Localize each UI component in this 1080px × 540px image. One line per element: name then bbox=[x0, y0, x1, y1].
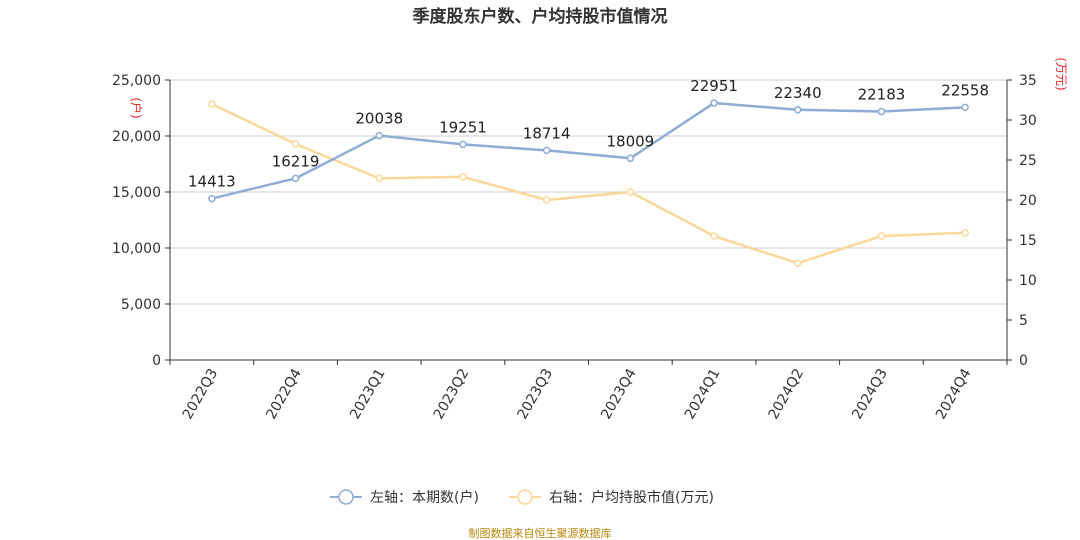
data-label: 18009 bbox=[606, 132, 654, 150]
data-label: 19251 bbox=[439, 118, 487, 136]
left-tick-label: 20,000 bbox=[112, 129, 161, 145]
x-tick-label: 2023Q4 bbox=[598, 366, 640, 422]
x-tick-label: 2024Q4 bbox=[933, 366, 975, 422]
right-series-point[interactable] bbox=[208, 100, 216, 108]
right-tick-label: 25 bbox=[1019, 153, 1037, 169]
left-tick-label: 25,000 bbox=[112, 73, 161, 89]
left-series-point[interactable] bbox=[208, 194, 216, 203]
right-tick-label: 10 bbox=[1019, 273, 1037, 289]
right-tick-label: 5 bbox=[1019, 313, 1028, 329]
x-tick-label: 2023Q3 bbox=[514, 366, 556, 422]
right-series-point[interactable] bbox=[961, 229, 969, 237]
left-series-point[interactable] bbox=[375, 131, 383, 140]
x-tick-label: 2024Q2 bbox=[766, 366, 808, 422]
right-series-point[interactable] bbox=[542, 196, 551, 204]
data-label: 22951 bbox=[690, 77, 738, 95]
legend-left-series-label: 左轴：本期数(户) bbox=[370, 489, 479, 506]
left-axis-ticks: 0 5,000 10,000 15,000 20,000 25,000 bbox=[112, 73, 170, 369]
right-tick-label: 35 bbox=[1019, 73, 1037, 89]
x-tick-label: 2024Q1 bbox=[682, 366, 724, 422]
data-labels: 14413 16219 20038 19251 18714 18009 22951 22340… bbox=[188, 77, 989, 191]
grid-lines bbox=[170, 79, 1007, 305]
right-series-point[interactable] bbox=[877, 232, 886, 240]
left-tick-label: 0 bbox=[152, 353, 161, 369]
series-layer bbox=[208, 99, 969, 267]
left-series-point[interactable] bbox=[710, 99, 718, 107]
left-tick-label: 5,000 bbox=[121, 297, 161, 313]
left-tick-label: 10,000 bbox=[112, 241, 161, 257]
right-series-point[interactable] bbox=[375, 174, 383, 183]
left-series-line bbox=[211, 101, 966, 200]
x-tick-label: 2024Q3 bbox=[849, 366, 891, 422]
x-axis-ticks: 2022Q3 2022Q4 2023Q1 2023Q2 2023Q3 2023Q4 2024… bbox=[169, 360, 1008, 422]
data-label: 22558 bbox=[941, 81, 989, 99]
data-label: 14413 bbox=[188, 173, 236, 191]
right-tick-label: 0 bbox=[1019, 353, 1028, 369]
data-label: 20038 bbox=[355, 110, 403, 128]
x-tick-label: 2022Q3 bbox=[180, 366, 222, 422]
left-axis-unit: (户) bbox=[129, 97, 144, 118]
right-series-point[interactable] bbox=[291, 140, 300, 148]
right-series-point[interactable] bbox=[710, 232, 718, 240]
right-axis-unit: (万元) bbox=[1054, 57, 1068, 90]
legend-right-series-marker bbox=[517, 489, 533, 505]
right-series-point[interactable] bbox=[626, 188, 635, 196]
left-series-point[interactable] bbox=[794, 106, 802, 114]
right-series-point[interactable] bbox=[794, 259, 802, 267]
right-series-point[interactable] bbox=[459, 173, 467, 181]
x-tick-label: 2023Q2 bbox=[431, 366, 473, 422]
left-series-point[interactable] bbox=[291, 174, 300, 183]
x-tick-label: 2023Q1 bbox=[347, 366, 389, 422]
right-tick-label: 30 bbox=[1019, 113, 1037, 129]
right-tick-label: 20 bbox=[1019, 193, 1037, 209]
chart-title: 季度股东户数、户均持股市值情况 bbox=[413, 6, 668, 27]
left-series-point[interactable] bbox=[961, 103, 969, 112]
source-note: 制图数据来自恒生聚源数据库 bbox=[469, 526, 612, 540]
left-series-point[interactable] bbox=[459, 140, 467, 149]
left-series-point[interactable] bbox=[626, 154, 635, 163]
x-tick-label: 2022Q4 bbox=[263, 366, 305, 422]
legend[interactable]: 左轴：本期数(户) 右轴：户均持股市值(万元) bbox=[330, 489, 714, 506]
left-tick-label: 15,000 bbox=[112, 185, 161, 201]
legend-item-right-series[interactable]: 右轴：户均持股市值(万元) bbox=[509, 489, 714, 506]
right-series-line bbox=[211, 102, 966, 265]
left-series-point[interactable] bbox=[542, 146, 551, 155]
data-label: 22340 bbox=[774, 84, 822, 102]
legend-right-series-label: 右轴：户均持股市值(万元) bbox=[549, 489, 714, 506]
legend-left-series-marker bbox=[338, 489, 354, 505]
data-label: 16219 bbox=[272, 152, 320, 170]
legend-item-left-series[interactable]: 左轴：本期数(户) bbox=[330, 489, 479, 506]
data-label: 18714 bbox=[523, 124, 571, 142]
data-label: 22183 bbox=[858, 86, 906, 104]
right-axis-ticks: 0 5 10 15 20 25 30 35 bbox=[1007, 73, 1037, 369]
right-tick-label: 15 bbox=[1019, 233, 1037, 249]
left-series-point[interactable] bbox=[877, 107, 886, 116]
